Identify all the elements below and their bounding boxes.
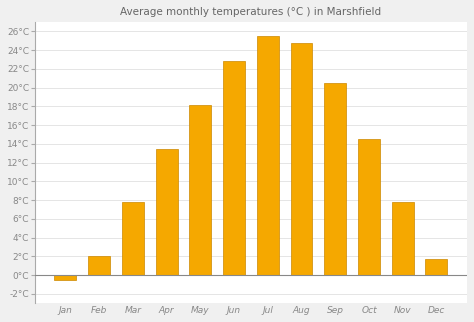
Bar (189, 105, 211, 275)
Bar (88, 256, 110, 275)
Bar (291, 43, 312, 275)
Bar (392, 202, 414, 275)
Bar (122, 202, 144, 275)
Bar (257, 36, 279, 275)
Bar (324, 83, 346, 275)
Bar (55, 275, 76, 280)
Bar (358, 139, 380, 275)
Bar (426, 259, 447, 275)
Bar (223, 61, 245, 275)
Title: Average monthly temperatures (°C ) in Marshfield: Average monthly temperatures (°C ) in Ma… (120, 7, 382, 17)
Bar (155, 148, 178, 275)
